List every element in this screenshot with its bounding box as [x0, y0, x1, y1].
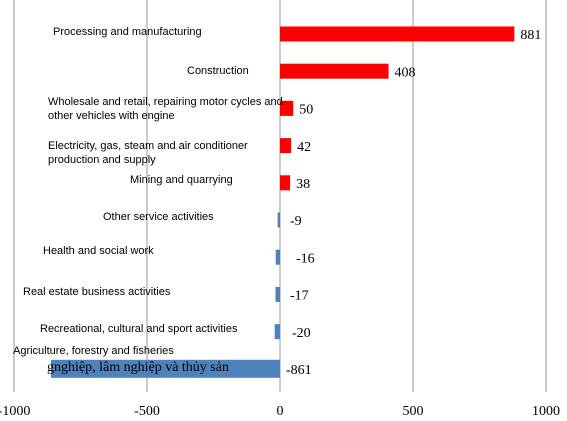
bar	[280, 26, 515, 42]
value-label: -861	[286, 363, 312, 378]
value-label: -17	[290, 289, 309, 304]
category-label: Processing and manufacturing	[53, 26, 202, 38]
bar	[50, 359, 280, 378]
category-label: Health and social work	[43, 245, 154, 257]
x-tick-label: -1000	[0, 404, 30, 419]
value-label: -9	[290, 214, 302, 229]
bar	[280, 175, 291, 191]
value-label: 881	[520, 28, 541, 43]
category-label: Agriculture, forestry and fisheries	[13, 345, 174, 357]
bar	[275, 286, 280, 302]
x-tick-label: 0	[277, 404, 284, 419]
bar	[274, 324, 280, 340]
value-label: 50	[299, 103, 313, 118]
bar	[280, 138, 292, 154]
annotation: gnghiệp, lâm nghiệp và thủy sản	[47, 360, 229, 375]
category-label: Construction	[187, 65, 249, 77]
bar	[277, 212, 280, 228]
category-label: Electricity, gas, steam and air conditio…	[48, 140, 248, 166]
category-label: Real estate business activities	[23, 286, 171, 298]
x-tick-label: -500	[134, 404, 160, 419]
x-tick-label: 1000	[532, 404, 560, 419]
value-label: -20	[292, 326, 311, 341]
category-label: Mining and quarrying	[130, 174, 233, 186]
bar	[275, 249, 280, 265]
bar	[280, 63, 389, 79]
x-tick-label: 500	[403, 404, 424, 419]
category-label: Recreational, cultural and sport activit…	[40, 323, 238, 335]
value-label: 38	[296, 177, 310, 192]
value-label: 408	[395, 65, 416, 80]
category-label: Wholesale and retail, repairing motor cy…	[48, 96, 283, 122]
value-label: 42	[297, 140, 311, 155]
category-label: Other service activities	[103, 211, 214, 223]
bar	[280, 100, 294, 116]
value-label: -16	[296, 251, 315, 266]
